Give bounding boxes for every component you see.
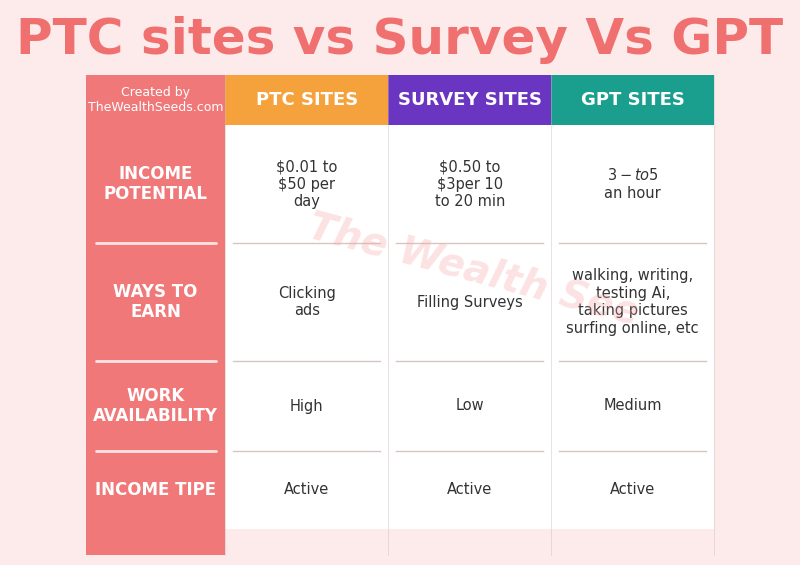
Text: PTC SITES: PTC SITES: [256, 91, 358, 109]
Bar: [226, 75, 388, 125]
Text: WORK
AVAILABILITY: WORK AVAILABILITY: [93, 386, 218, 425]
Bar: [551, 361, 714, 451]
Text: Low: Low: [455, 398, 484, 414]
Bar: [551, 243, 714, 361]
Text: $3-to $5
an hour: $3-to $5 an hour: [604, 167, 661, 201]
Text: PTC sites vs Survey Vs GPT: PTC sites vs Survey Vs GPT: [17, 16, 783, 63]
Text: High: High: [290, 398, 324, 414]
Bar: [86, 361, 226, 451]
Bar: [86, 125, 226, 243]
Text: Active: Active: [447, 483, 492, 498]
Bar: [551, 75, 714, 125]
Bar: [388, 361, 551, 451]
Bar: [86, 75, 226, 125]
Text: The Wealth See: The Wealth See: [304, 207, 643, 332]
Bar: [226, 361, 388, 451]
Text: walking, writing,
testing Ai,
taking pictures
surfing online, etc: walking, writing, testing Ai, taking pic…: [566, 268, 699, 336]
Text: Created by
TheWealthSeeds.com: Created by TheWealthSeeds.com: [88, 86, 223, 114]
Text: Filling Surveys: Filling Surveys: [417, 294, 522, 310]
Text: Active: Active: [610, 483, 655, 498]
Bar: [226, 125, 388, 243]
Bar: [86, 243, 226, 361]
Text: Medium: Medium: [603, 398, 662, 414]
Text: Active: Active: [284, 483, 330, 498]
Text: Clicking
ads: Clicking ads: [278, 286, 336, 318]
Bar: [388, 75, 551, 125]
Bar: [388, 243, 551, 361]
Bar: [551, 451, 714, 529]
Text: SURVEY SITES: SURVEY SITES: [398, 91, 542, 109]
Text: INCOME
POTENTIAL: INCOME POTENTIAL: [103, 164, 207, 203]
Text: WAYS TO
EARN: WAYS TO EARN: [114, 282, 198, 321]
Bar: [551, 125, 714, 243]
Bar: [388, 451, 551, 529]
Bar: [226, 243, 388, 361]
Bar: [86, 529, 226, 555]
Text: GPT SITES: GPT SITES: [581, 91, 685, 109]
Text: $0.01 to
$50 per
day: $0.01 to $50 per day: [276, 159, 338, 209]
Text: $0.50 to
$3per 10
to 20 min: $0.50 to $3per 10 to 20 min: [434, 159, 505, 209]
Bar: [388, 125, 551, 243]
Bar: [86, 451, 226, 529]
Text: INCOME TIPE: INCOME TIPE: [95, 481, 216, 499]
Bar: [226, 451, 388, 529]
